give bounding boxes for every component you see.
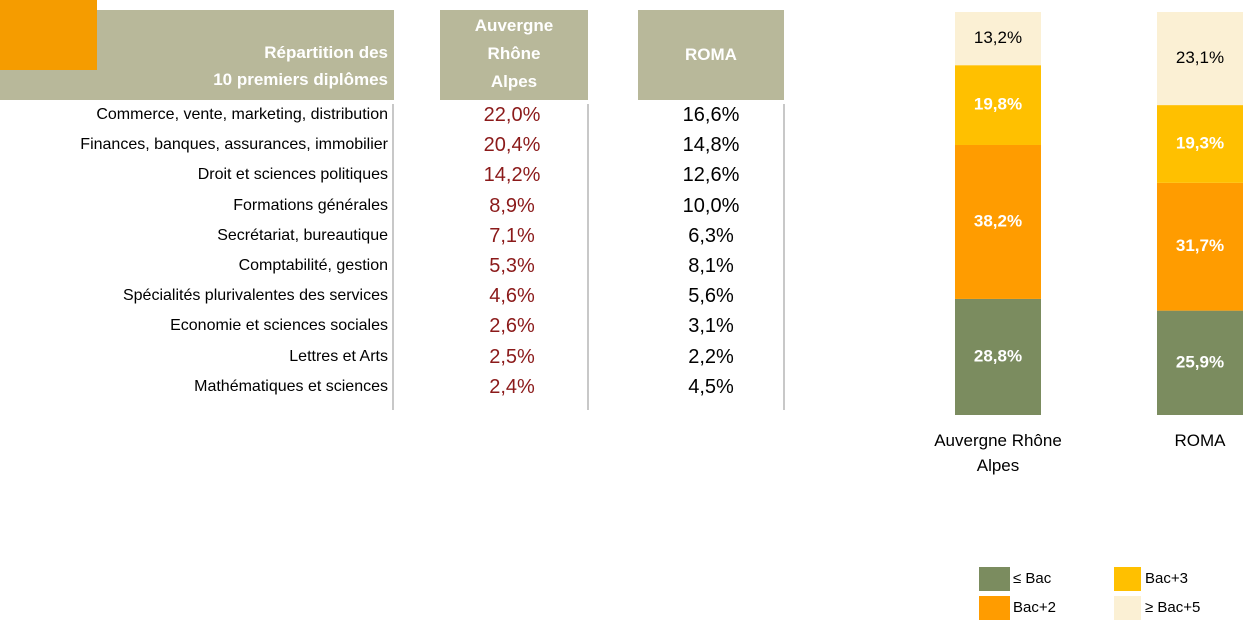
cell-value: 2,5% (489, 345, 535, 368)
column-header: Auvergne Rhône Alpes (474, 16, 554, 91)
bar-segment (955, 12, 1041, 66)
legend-swatch (1114, 567, 1141, 591)
bar-segment (955, 144, 1041, 299)
data-label: 19,3% (1176, 133, 1224, 152)
cell-value: 5,3% (489, 255, 535, 277)
bar-segment (955, 65, 1041, 145)
legend-label: ≤ Bac (1013, 570, 1052, 587)
column-header: ROMA (685, 45, 737, 64)
cell-value: 10,0% (682, 194, 740, 217)
row-label: Economie et sciences sociales (170, 317, 388, 335)
row-label: Finances, banques, assurances, immobilie… (80, 136, 388, 154)
row-label: Mathématiques et sciences (194, 377, 388, 395)
row-label: Secrétariat, bureautique (217, 226, 388, 244)
bar-segment (955, 298, 1041, 415)
x-tick-label: Auvergne Rhône Alpes (934, 431, 1062, 475)
data-label: 31,7% (1176, 236, 1224, 255)
row-label: Commerce, vente, marketing, distribution (96, 106, 388, 123)
legend-swatch (1114, 596, 1141, 620)
cell-value: 8,9% (489, 194, 535, 217)
x-tick-label: ROMA (1174, 431, 1226, 450)
cell-value: 2,4% (489, 375, 535, 398)
cell-value: 2,2% (688, 345, 734, 368)
legend-swatch (979, 567, 1010, 591)
column-rule (587, 104, 589, 410)
data-label: 38,2% (974, 211, 1022, 230)
legend-label: Bac+2 (1013, 599, 1056, 616)
bar-segment (1157, 12, 1243, 106)
table-header-line: 10 premiers diplômes (213, 70, 388, 89)
cell-value: 7,1% (489, 224, 535, 247)
column-header-box: ROMA (638, 10, 784, 100)
corner-square (0, 0, 97, 70)
cell-value: 6,3% (688, 224, 734, 247)
bar-segment (1157, 182, 1243, 311)
legend-label: Bac+3 (1145, 570, 1188, 587)
cell-value: 12,6% (682, 164, 740, 187)
data-label: 28,8% (974, 346, 1022, 365)
cell-value: 16,6% (682, 104, 740, 126)
cell-value: 22,0% (483, 104, 541, 126)
cell-value: 2,6% (489, 315, 535, 338)
column-header-box: Auvergne Rhône Alpes (440, 10, 588, 100)
data-label: 13,2% (974, 28, 1022, 47)
data-label: 23,1% (1176, 48, 1224, 67)
row-label: Spécialités plurivalentes des services (122, 287, 388, 305)
bar-segment (1157, 105, 1243, 183)
row-label: Lettres et Arts (289, 347, 388, 365)
data-label: 19,8% (974, 95, 1022, 114)
cell-value: 5,6% (688, 285, 734, 308)
cell-value: 14,2% (483, 164, 541, 187)
cell-value: 8,1% (688, 255, 734, 277)
cell-value: 14,8% (682, 134, 740, 157)
column-rule (783, 104, 785, 410)
table-header-line: Répartition des (264, 43, 388, 62)
cell-value: 4,6% (489, 285, 535, 308)
row-label: Droit et sciences politiques (197, 166, 388, 184)
column-rule (392, 104, 394, 410)
cell-value: 3,1% (688, 315, 734, 338)
row-label: Comptabilité, gestion (238, 257, 388, 274)
legend-label: ≥ Bac+5 (1145, 599, 1201, 616)
cell-value: 4,5% (688, 375, 734, 398)
data-label: 25,9% (1176, 352, 1224, 371)
bar-segment (1157, 310, 1243, 415)
table-header: Répartition des 10 premiers diplômes (213, 39, 388, 93)
legend-swatch (979, 596, 1010, 620)
cell-value: 20,4% (483, 134, 541, 157)
row-label: Formations générales (233, 196, 388, 214)
